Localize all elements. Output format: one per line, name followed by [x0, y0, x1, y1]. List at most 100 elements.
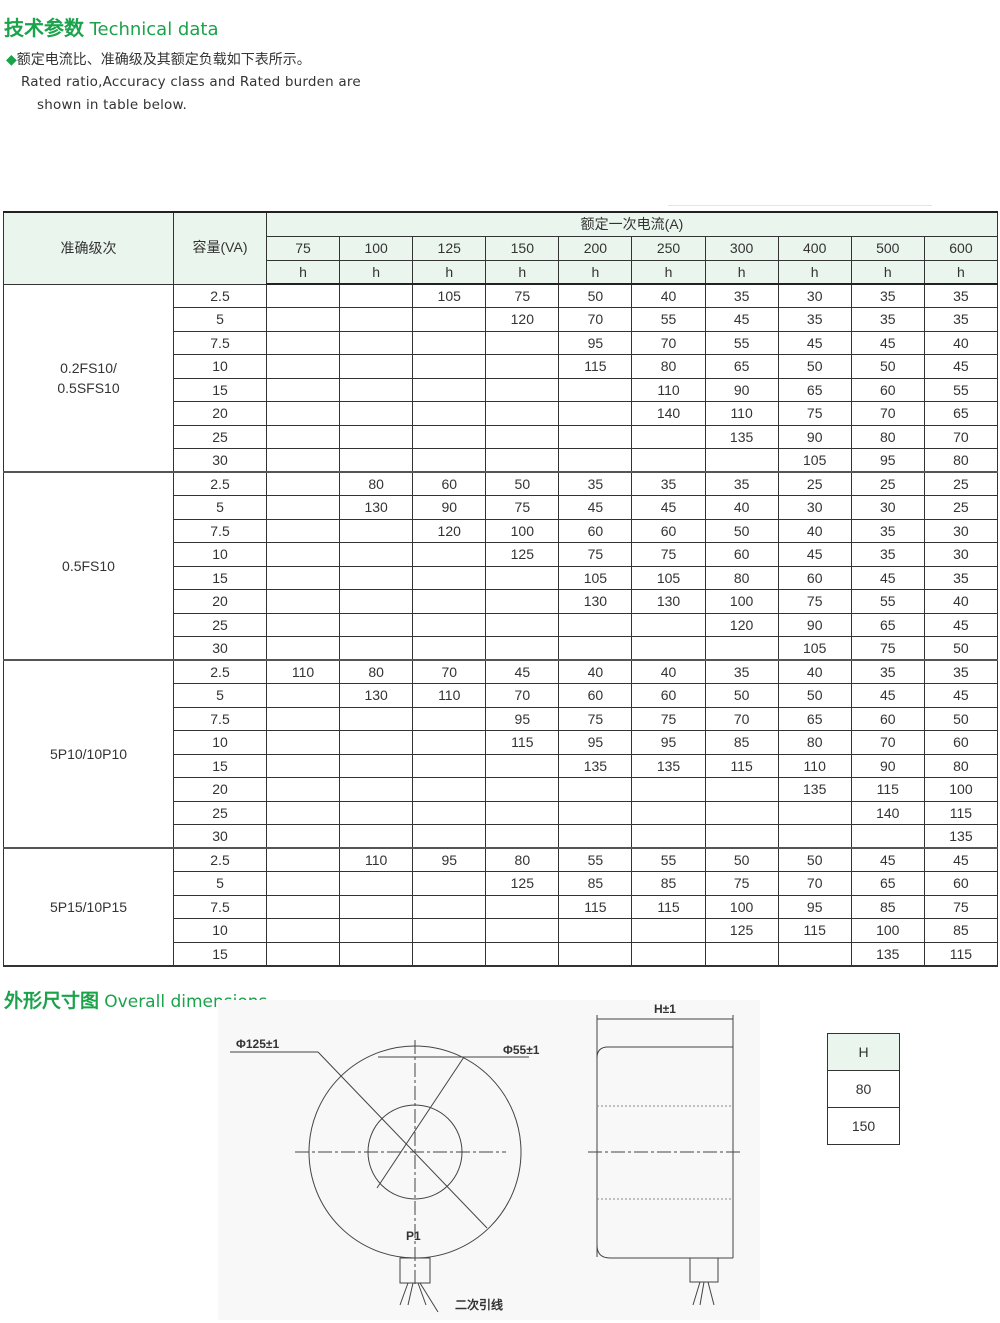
burden-cell: 50: [485, 471, 560, 496]
burden-cell: 35: [631, 471, 706, 496]
burden-cell: 60: [704, 542, 779, 567]
heading-en: Technical data: [89, 19, 219, 40]
burden-cell: 45: [777, 330, 852, 355]
burden-cell: 65: [850, 871, 925, 896]
burden-cell: 35: [923, 565, 999, 590]
burden-cell: 70: [850, 730, 925, 755]
burden-cell: 50: [923, 706, 999, 731]
burden-cell: 100: [704, 894, 779, 919]
burden-cell: 115: [777, 918, 852, 943]
burden-cell: 75: [485, 495, 560, 520]
accuracy-class-cell: 0.5FS10: [3, 471, 174, 661]
burden-cell: 35: [850, 659, 925, 684]
burden-cell: 135: [704, 424, 779, 449]
burden-cell: 110: [631, 377, 706, 402]
burden-cell: 65: [923, 401, 999, 426]
burden-cell: [485, 377, 560, 402]
burden-cell: [412, 307, 487, 332]
burden-cell: [339, 518, 414, 543]
burden-cell: 30: [923, 542, 999, 567]
burden-cell: 105: [777, 636, 852, 661]
burden-cell: 45: [704, 307, 779, 332]
burden-cell: 55: [850, 589, 925, 614]
burden-cell: 50: [704, 683, 779, 708]
secondary-lead-label: 二次引线: [455, 1297, 503, 1312]
burden-cell: 45: [923, 847, 999, 872]
burden-cell: 90: [704, 377, 779, 402]
burden-cell: 135: [923, 824, 999, 849]
divider: [668, 205, 932, 206]
table-row: 5 125 85 85 75 70 65 60: [4, 871, 999, 896]
burden-cell: [412, 401, 487, 426]
height-table: H 80 150: [827, 1033, 900, 1145]
header-unit: h: [558, 259, 633, 285]
header-unit: h: [265, 259, 341, 285]
outer-diameter-label: Φ125±1: [236, 1037, 279, 1051]
burden-cell: 55: [631, 307, 706, 332]
header-current-300: 300: [704, 235, 779, 261]
height-table-header: H: [827, 1033, 900, 1071]
burden-cell: [412, 730, 487, 755]
intro-en-2: shown in table below.: [37, 97, 187, 113]
burden-cell: [265, 283, 341, 308]
capacity-cell: 2.5: [173, 659, 267, 684]
burden-cell: [558, 777, 633, 802]
burden-cell: 110: [265, 659, 341, 684]
capacity-cell: 10: [173, 918, 267, 943]
drawing-background: [218, 1000, 760, 1320]
burden-cell: 120: [485, 307, 560, 332]
capacity-cell: 10: [173, 542, 267, 567]
burden-cell: [412, 777, 487, 802]
table-row: 25 140 115: [4, 800, 999, 825]
burden-cell: 50: [558, 283, 633, 308]
burden-cell: [412, 941, 487, 966]
burden-cell: 115: [485, 730, 560, 755]
burden-cell: 70: [923, 424, 999, 449]
table-row: 15 135 115: [4, 941, 999, 966]
burden-cell: 75: [485, 283, 560, 308]
burden-cell: [412, 354, 487, 379]
capacity-cell: 15: [173, 753, 267, 778]
burden-cell: 75: [777, 401, 852, 426]
header-current-125: 125: [412, 235, 487, 261]
burden-cell: [412, 330, 487, 355]
table-row: 15 105 105 80 60 45 35: [4, 565, 999, 590]
capacity-cell: 5: [173, 871, 267, 896]
burden-cell: [339, 283, 414, 308]
burden-cell: [265, 941, 341, 966]
capacity-cell: 2.5: [173, 471, 267, 496]
burden-cell: [265, 424, 341, 449]
burden-cell: 40: [777, 659, 852, 684]
burden-cell: [558, 941, 633, 966]
table-row: 25 135 90 80 70: [4, 424, 999, 449]
burden-cell: 65: [777, 377, 852, 402]
header-unit: h: [923, 259, 999, 285]
burden-cell: 75: [850, 636, 925, 661]
diamond-icon: ◆: [6, 51, 17, 67]
burden-cell: [850, 824, 925, 849]
burden-cell: [777, 800, 852, 825]
burden-cell: 70: [558, 307, 633, 332]
burden-cell: [704, 800, 779, 825]
capacity-cell: 7.5: [173, 706, 267, 731]
header-current-75: 75: [265, 235, 341, 261]
accuracy-class-cell: 0.2FS10/ 0.5SFS10: [3, 283, 174, 473]
burden-cell: [704, 824, 779, 849]
burden-cell: [412, 800, 487, 825]
burden-cell: 80: [923, 448, 999, 473]
header-unit: h: [704, 259, 779, 285]
capacity-cell: 2.5: [173, 283, 267, 308]
header-capacity: 容量(VA): [173, 211, 267, 285]
capacity-cell: 20: [173, 589, 267, 614]
burden-cell: [265, 918, 341, 943]
table-row: 5 130 110 70 60 60 50 50 45 45: [4, 683, 999, 708]
capacity-cell: 10: [173, 354, 267, 379]
burden-cell: [485, 401, 560, 426]
burden-cell: 35: [923, 659, 999, 684]
table-row: 25 120 90 65 45: [4, 612, 999, 637]
burden-cell: 85: [558, 871, 633, 896]
burden-cell: 95: [850, 448, 925, 473]
table-row: 20 135 115 100: [4, 777, 999, 802]
burden-cell: [265, 401, 341, 426]
burden-cell: [412, 871, 487, 896]
